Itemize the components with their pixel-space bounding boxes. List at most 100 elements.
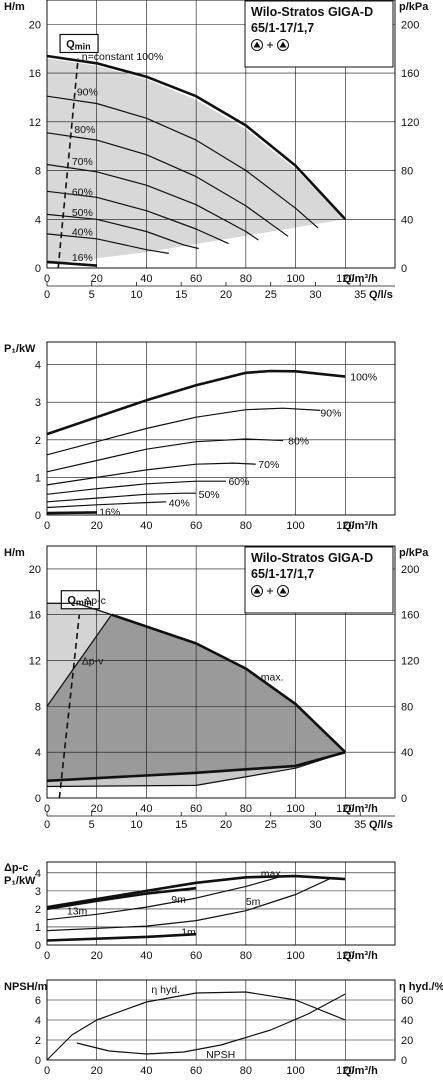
- x-tick-label: 40: [140, 950, 152, 962]
- qmin-label: Qmin: [67, 595, 92, 608]
- x-tick-label: 0: [44, 1065, 50, 1077]
- y-right-tick-label: 40: [401, 1015, 413, 1027]
- pump-triangle-icon: [279, 41, 287, 48]
- y-axis-label-1: Δp-c: [4, 862, 28, 874]
- series-label: 40%: [169, 498, 190, 510]
- y-tick-label: 4: [35, 214, 41, 226]
- y-right-tick-label: 200: [401, 564, 419, 576]
- series-line: [46, 163, 259, 241]
- series-label: 1m: [181, 926, 196, 938]
- qmin-line: [58, 614, 81, 799]
- x2-tick-label: 35: [354, 819, 366, 831]
- y-tick-label: 2: [35, 1035, 41, 1047]
- y-tick-label: 4: [35, 747, 41, 759]
- series-line: [46, 492, 197, 503]
- y-tick-label: 0: [35, 940, 41, 952]
- plot-frame: [46, 861, 396, 946]
- x2-tick-label: 25: [265, 819, 277, 831]
- x-tick-label: 120: [336, 803, 354, 815]
- y-tick-label: 0: [35, 793, 41, 805]
- x-tick-label: 100: [286, 950, 304, 962]
- series-label: 60%: [228, 476, 249, 488]
- x-axis-label: Q/m³/h: [343, 1065, 378, 1077]
- series-label: max.: [261, 672, 284, 684]
- series-label: 40%: [72, 226, 93, 238]
- x-tick-label: 100: [286, 273, 304, 285]
- x-tick-label: 100: [286, 1065, 304, 1077]
- x-tick-label: 60: [190, 803, 202, 815]
- x-tick-label: 80: [240, 803, 252, 815]
- series-line: [46, 132, 289, 237]
- series-label: 13m: [67, 906, 88, 918]
- series-line: [76, 993, 346, 1055]
- title-line-1: Wilo-Stratos GIGA-D: [251, 5, 373, 19]
- x-tick-label: 20: [91, 803, 103, 815]
- series-line: [46, 95, 319, 229]
- x-tick-label: 80: [240, 273, 252, 285]
- x-tick-label: 60: [190, 520, 202, 532]
- series-line: [47, 602, 112, 616]
- series-label: n=constant 100%: [82, 51, 163, 63]
- series-label: 5m: [246, 896, 261, 908]
- y-tick-label: 4: [35, 1015, 41, 1027]
- y-tick-label: 0: [35, 510, 41, 522]
- y-tick-label: 12: [29, 117, 41, 129]
- series-label: 90%: [320, 408, 341, 420]
- y-tick-label: 1: [35, 922, 41, 934]
- x-tick-label: 0: [44, 803, 50, 815]
- x-axis-label: Q/m³/h: [343, 950, 378, 962]
- x-tick-label: 100: [286, 520, 304, 532]
- series-label: 80%: [288, 436, 309, 448]
- y-axis-label: P₁/kW: [4, 343, 36, 355]
- y-right-tick-label: 80: [401, 701, 413, 713]
- y-axis-label: H/m: [4, 1, 25, 13]
- series-label: 70%: [258, 459, 279, 471]
- y-right-axis-label: p/kPa: [399, 547, 429, 559]
- title-line-2: 65/1-17/1,7: [251, 21, 314, 35]
- qmin-label: Qmin: [66, 38, 91, 51]
- series-line: [46, 886, 197, 911]
- y-tick-label: 16: [29, 610, 41, 622]
- y-right-tick-label: 0: [401, 263, 407, 275]
- qmin-line: [57, 58, 79, 269]
- plot-frame: [46, 0, 396, 269]
- chart-1: 0 20 40 60 80 100 12004812162004080120160200Q/…: [4, 0, 429, 301]
- title-box: [244, 546, 394, 614]
- series-label: Δp-c: [84, 595, 106, 607]
- y-tick-label: 20: [29, 19, 41, 31]
- y-tick-label: 0: [35, 263, 41, 275]
- series-line: [46, 462, 256, 486]
- x2-axis-label: Q/l/s: [369, 819, 393, 831]
- y-tick-label: 8: [35, 166, 41, 178]
- y-tick-label: 3: [35, 886, 41, 898]
- x2-tick-label: 30: [309, 289, 321, 301]
- y-tick-label: 16: [29, 68, 41, 80]
- series-line: [46, 751, 346, 788]
- series-line: [46, 750, 346, 783]
- x-tick-label: 120: [336, 273, 354, 285]
- y-tick-label: 2: [35, 904, 41, 916]
- y-right-axis-label: η hyd./%: [399, 981, 443, 993]
- y-right-tick-label: 160: [401, 610, 419, 622]
- series-line: [46, 876, 279, 921]
- y-right-tick-label: 60: [401, 995, 413, 1007]
- qmin-box: [60, 590, 100, 610]
- x2-tick-label: 5: [89, 289, 95, 301]
- series-line: [46, 511, 97, 515]
- y-right-tick-label: 20: [401, 1035, 413, 1047]
- pump-triangle-icon: [253, 41, 261, 48]
- pump-triangle-icon: [279, 587, 287, 594]
- pump-triangle-icon: [253, 587, 261, 594]
- series-label: 80%: [74, 124, 95, 136]
- x2-tick-label: 15: [175, 289, 187, 301]
- series-line: [46, 874, 346, 909]
- x2-tick-label: 20: [220, 819, 232, 831]
- x2-axis-label: Q/l/s: [369, 289, 393, 301]
- y-tick-label: 20: [29, 564, 41, 576]
- qmin-sub: min: [76, 598, 92, 608]
- series-line: [46, 438, 284, 473]
- y-right-tick-label: 80: [401, 166, 413, 178]
- y-tick-label: 1: [35, 472, 41, 484]
- series-label: NPSH: [206, 1049, 235, 1061]
- y-tick-label: 2: [35, 435, 41, 447]
